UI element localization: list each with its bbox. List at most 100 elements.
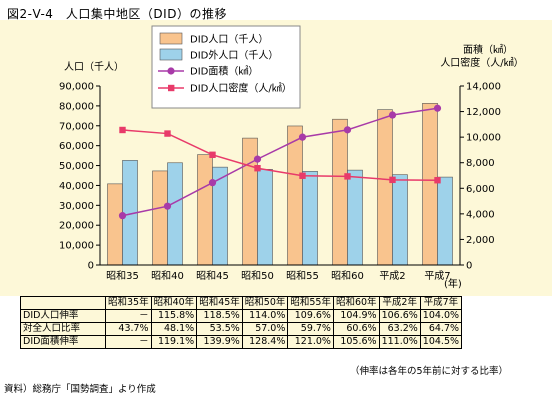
x-tick-label: 平成2 — [379, 270, 405, 282]
table-row: DID面積伸率 － 119.1% 139.9% 128.4% 121.0% 10… — [20, 335, 463, 349]
table-cell: 104.9% — [332, 309, 380, 323]
table-header: 昭和45年 — [196, 296, 243, 310]
bar-did-population — [332, 118, 348, 266]
point-did-area — [208, 179, 217, 187]
table-header: 昭和35年 — [105, 296, 152, 310]
table-row: 対全人口比率 43.7% 48.1% 53.5% 57.0% 59.7% 60.… — [20, 322, 463, 336]
right-tick-label: 8,000 — [466, 158, 495, 169]
bar-non-did-population — [167, 162, 183, 266]
point-did-density — [299, 172, 306, 179]
left-tick-label: 0 — [88, 261, 94, 272]
left-tick-label: 90,000 — [59, 82, 94, 93]
table-cell: 53.5% — [196, 322, 243, 336]
line-did-area — [122, 107, 438, 217]
point-did-density — [254, 165, 261, 172]
point-did-area — [163, 202, 172, 210]
legend-swatch-did-population — [159, 32, 183, 45]
right-tick-label: 12,000 — [466, 107, 501, 118]
right-tick-label: 10,000 — [466, 133, 501, 144]
x-tick-label: 平成7 — [424, 270, 450, 282]
bar-non-did-population — [347, 169, 363, 266]
table-cell: 128.4% — [241, 335, 289, 349]
legend: DID人口（千人） DID外人口（千人） DID面積（㎢） DID人口密度（人/㎢） — [151, 25, 301, 109]
table-cell: 139.9% — [196, 335, 243, 349]
table-row-label: 対全人口比率 — [20, 322, 106, 336]
left-tick-label: 30,000 — [59, 201, 94, 212]
point-did-density — [434, 177, 441, 184]
left-tick-label: 40,000 — [59, 181, 94, 192]
chart: 人口（千人） 面積（㎢） 人口密度（人/㎢） (年) 0 10,000 20,000… — [59, 25, 524, 290]
table-cell: 48.1% — [150, 322, 198, 336]
table-cell: － — [105, 309, 152, 323]
right-tick-label: 6,000 — [466, 184, 495, 195]
point-did-area — [298, 133, 307, 141]
left-axis-label: 人口（千人） — [64, 61, 124, 73]
chart-panel: 人口（千人） 面積（㎢） 人口密度（人/㎢） (年) 0 10,000 20,000… — [0, 20, 552, 296]
table-row-label: DID面積伸率 — [20, 335, 106, 349]
bar-did-population — [197, 154, 213, 266]
table-cell: 60.6% — [332, 322, 380, 336]
table-cell: 104.0% — [419, 309, 463, 323]
bar-non-did-population — [302, 171, 318, 266]
point-did-area — [388, 111, 397, 119]
table-cell: 43.7% — [105, 322, 152, 336]
legend-marker-did-area — [167, 67, 175, 75]
point-did-density — [164, 130, 171, 137]
left-tick-label: 10,000 — [59, 241, 94, 252]
table-note: （伸率は各年の5年前に対する比率） — [350, 366, 509, 377]
table-cell: 119.1% — [150, 335, 198, 349]
point-did-area — [343, 126, 352, 134]
bar-did-population — [107, 183, 123, 266]
table-header-row: 昭和35年 昭和40年 昭和45年 昭和50年 昭和55年 昭和60年 平成2年… — [20, 296, 463, 310]
point-did-density — [209, 151, 216, 158]
left-tick-label: 50,000 — [59, 161, 94, 172]
x-tick-label: 昭和50 — [241, 270, 274, 282]
point-did-area — [118, 212, 127, 220]
left-tick-label: 60,000 — [59, 141, 94, 152]
line-did-density — [122, 129, 438, 181]
x-tick-labels: 昭和35 昭和40 昭和45 昭和50 昭和55 昭和60 平成2 平成7 — [106, 270, 451, 282]
table-header: 平成7年 — [419, 296, 463, 310]
table-header: 昭和40年 — [150, 296, 198, 310]
legend-label: DID外人口（千人） — [190, 50, 278, 62]
table-row: DID人口伸率 － 115.8% 118.5% 114.0% 109.6% 10… — [20, 309, 463, 323]
axes — [99, 86, 461, 266]
point-did-density — [344, 173, 351, 180]
bar-did-population — [152, 170, 168, 266]
lines — [118, 104, 442, 220]
page-title: 図2-V-4 人口集中地区（DID）の推移 — [7, 7, 227, 21]
bar-non-did-population — [437, 176, 453, 266]
data-table: 昭和35年 昭和40年 昭和45年 昭和50年 昭和55年 昭和60年 平成2年… — [20, 296, 463, 349]
table-cell: 111.0% — [378, 335, 421, 349]
table-cell: 121.0% — [287, 335, 334, 349]
x-tick-label: 昭和60 — [331, 270, 364, 282]
table-row-label: DID人口伸率 — [20, 309, 106, 323]
bars — [107, 103, 453, 266]
table-cell: 64.7% — [419, 322, 463, 336]
left-tick-label: 70,000 — [59, 121, 94, 132]
x-tick-label: 昭和45 — [196, 270, 229, 282]
table-cell: 106.6% — [378, 309, 421, 323]
x-tick-label: 昭和35 — [106, 270, 139, 282]
left-tick-label: 20,000 — [59, 221, 94, 232]
table-cell: 104.5% — [419, 335, 463, 349]
table-corner — [20, 296, 106, 310]
table-cell: 118.5% — [196, 309, 243, 323]
table-cell: 114.0% — [241, 309, 289, 323]
table-cell: 109.6% — [287, 309, 334, 323]
table-header: 昭和60年 — [332, 296, 380, 310]
legend-label: DID人口密度（人/㎢） — [190, 82, 292, 95]
right-axis-label-line1: 面積（㎢） — [463, 43, 513, 56]
table-header: 昭和50年 — [241, 296, 289, 310]
bar-non-did-population — [392, 174, 408, 266]
x-tick-label: 昭和55 — [286, 270, 319, 282]
source-note: 資料）総務庁「国勢調査」より作成 — [4, 384, 156, 395]
table-cell: － — [105, 335, 152, 349]
right-tick-label: 14,000 — [466, 82, 501, 93]
bar-did-population — [287, 125, 303, 266]
table-header: 平成2年 — [378, 296, 421, 310]
table-cell: 105.6% — [332, 335, 380, 349]
table-cell: 57.0% — [241, 322, 289, 336]
legend-marker-did-density — [168, 84, 175, 92]
bar-did-population — [377, 109, 393, 266]
